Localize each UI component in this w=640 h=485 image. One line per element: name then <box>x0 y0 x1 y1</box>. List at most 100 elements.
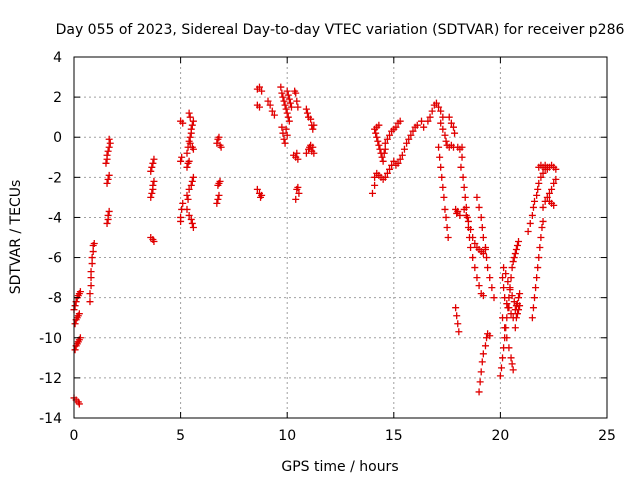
data-point <box>513 310 521 318</box>
data-point <box>309 125 317 133</box>
data-point <box>294 155 302 163</box>
data-point <box>104 175 112 183</box>
data-point <box>216 177 224 185</box>
data-point <box>526 219 534 227</box>
data-point <box>479 234 487 241</box>
data-point <box>507 274 515 282</box>
data-point <box>536 244 544 252</box>
data-point <box>264 97 272 105</box>
data-point <box>499 274 507 282</box>
data-point <box>105 135 113 143</box>
data-point <box>105 143 113 151</box>
data-point <box>392 123 400 131</box>
data-point <box>86 290 94 298</box>
data-point <box>277 83 285 91</box>
data-point <box>481 244 489 252</box>
data-point <box>437 107 445 115</box>
data-point <box>214 195 222 203</box>
data-point <box>479 250 487 258</box>
data-point <box>380 149 388 157</box>
data-point <box>515 238 523 246</box>
data-point <box>106 139 114 147</box>
data-point <box>511 324 519 332</box>
data-point <box>516 290 524 298</box>
data-point <box>453 312 461 320</box>
data-point <box>75 310 83 318</box>
data-point <box>405 135 413 143</box>
data-point <box>538 223 546 231</box>
data-point <box>374 137 382 145</box>
data-point <box>476 378 484 386</box>
data-point <box>284 91 292 99</box>
data-point <box>394 159 402 167</box>
data-point <box>403 139 411 147</box>
data-point <box>524 227 532 235</box>
data-point <box>464 217 472 225</box>
data-point <box>372 129 380 137</box>
data-point <box>266 101 274 109</box>
data-point <box>383 135 391 143</box>
data-point <box>535 254 543 262</box>
data-point <box>512 246 520 254</box>
data-point <box>528 314 536 322</box>
data-point <box>186 113 194 121</box>
data-point <box>215 191 223 199</box>
data-point <box>149 159 157 167</box>
data-point <box>486 332 494 340</box>
data-point <box>396 155 404 163</box>
data-point <box>283 131 291 139</box>
data-point <box>477 368 485 376</box>
data-point <box>179 119 187 127</box>
data-point <box>76 288 84 296</box>
data-point <box>88 260 96 268</box>
data-point <box>439 125 447 133</box>
data-point <box>533 191 541 199</box>
data-point <box>516 302 524 310</box>
data-point <box>543 193 551 201</box>
data-point <box>185 211 193 219</box>
data-point <box>188 177 196 185</box>
data-point <box>371 173 379 181</box>
data-point <box>469 234 477 241</box>
data-point <box>435 103 443 111</box>
data-point <box>71 302 79 310</box>
data-point <box>386 165 394 173</box>
data-point <box>177 157 185 165</box>
data-point <box>499 314 507 322</box>
data-point <box>435 143 443 151</box>
data-point <box>87 274 95 282</box>
data-point <box>185 109 193 117</box>
data-point <box>437 163 445 171</box>
data-point <box>456 211 464 219</box>
data-point <box>189 173 197 181</box>
data-point <box>483 254 491 262</box>
data-point <box>283 109 291 117</box>
data-point <box>503 334 511 342</box>
data-point <box>437 119 445 127</box>
data-point <box>390 157 398 165</box>
data-point <box>213 199 221 207</box>
data-point <box>282 105 290 113</box>
data-point <box>478 358 486 366</box>
data-point <box>503 300 511 308</box>
data-point <box>282 125 290 133</box>
data-point <box>552 165 560 173</box>
data-point <box>488 284 496 292</box>
data-point <box>386 131 394 139</box>
data-point <box>505 304 513 312</box>
y-tick-label: 2 <box>53 90 62 106</box>
data-point <box>270 111 278 119</box>
data-point <box>484 264 492 272</box>
y-axis-label: SDTVAR / TECUs <box>8 180 24 295</box>
data-point <box>515 306 523 314</box>
data-point <box>255 103 263 111</box>
data-point <box>258 87 266 95</box>
data-point <box>454 207 462 215</box>
data-point <box>183 205 191 213</box>
data-point <box>217 143 225 151</box>
data-point <box>258 191 266 199</box>
data-point <box>442 137 450 145</box>
data-point <box>458 143 466 151</box>
data-point <box>379 157 387 165</box>
data-point <box>178 153 186 161</box>
